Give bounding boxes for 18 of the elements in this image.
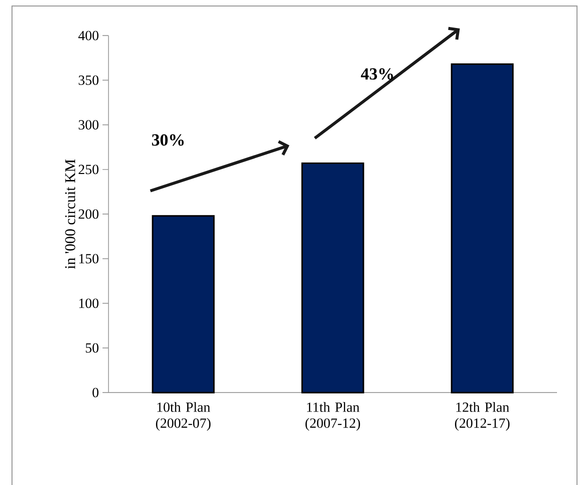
annotation: 30% — [152, 134, 184, 146]
y-tick-label: 300 — [78, 120, 98, 130]
y-tick-label: 400 — [78, 30, 98, 40]
y-tick-label: 150 — [79, 254, 98, 264]
bar — [301, 162, 364, 394]
y-tick-label: 0 — [92, 388, 98, 398]
y-tick-label: 100 — [79, 298, 98, 308]
annotation: 43% — [360, 68, 393, 80]
bar — [152, 215, 215, 394]
y-tick-label: 50 — [86, 343, 98, 353]
x-tick-label: 10th Plan (2002-07) — [156, 402, 211, 431]
bar — [450, 63, 514, 394]
y-tick-label: 350 — [78, 76, 98, 85]
y-tick-label: 250 — [78, 164, 98, 174]
x-tick-label: 11th Plan (2007-12) — [305, 402, 360, 431]
x-tick-label: 12th Plan (2012-17) — [454, 402, 510, 431]
y-tick-label: 200 — [78, 209, 98, 219]
y-axis-title: in '000 circuit KM — [65, 159, 76, 269]
